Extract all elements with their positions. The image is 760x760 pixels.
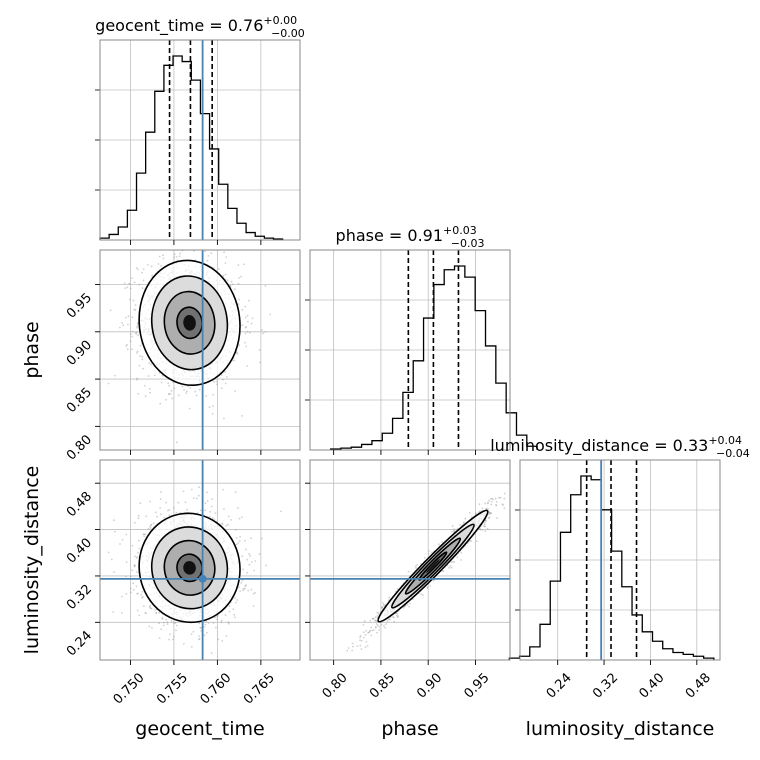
ytick-label-luminosity_distance-3: 0.48 [64, 489, 95, 520]
ytick-label-luminosity_distance-1: 0.32 [64, 582, 95, 613]
xtick-label-phase-0: 0.80 [320, 670, 351, 701]
ytick-label-phase-0: 0.80 [64, 432, 95, 463]
hist-line-luminosity_distance [508, 475, 715, 660]
contour-core-2 [426, 559, 440, 574]
corner-panels [95, 39, 721, 661]
panel-title-geocent_time: geocent_time = 0.76+0.00 −0.00 [95, 14, 305, 40]
panel-2d-inner-0 [100, 250, 300, 450]
ytick-label-phase-2: 0.90 [64, 338, 95, 369]
frame-geocent_time [99, 39, 301, 241]
frame-luminosity_distance [519, 459, 721, 661]
panel-2d-inner-1 [100, 460, 300, 660]
panel-title-phase: phase = 0.91+0.03 −0.03 [336, 224, 485, 250]
frame-2d-2 [309, 459, 511, 661]
xtick-label-phase-1: 0.85 [367, 670, 398, 701]
hist-panel-phase [305, 249, 538, 451]
xtick-label-luminosity_distance-0: 0.24 [544, 670, 575, 701]
hist-panel-geocent_time [95, 39, 301, 241]
hist-line-geocent_time [99, 55, 284, 240]
panel-2d-geocent_time-luminosity_distance [99, 459, 301, 661]
xtick-label-geocent_time-0: 0.750 [111, 670, 148, 707]
x-axis-label-luminosity_distance: luminosity_distance [526, 718, 715, 740]
contour-core-0 [183, 315, 196, 331]
xtick-label-phase-2: 0.90 [414, 670, 445, 701]
panel-title-luminosity_distance: luminosity_distance = 0.33+0.04 −0.04 [490, 434, 750, 460]
y-axis-label-luminosity_distance: luminosity_distance [21, 466, 43, 655]
xtick-label-geocent_time-2: 0.760 [198, 670, 235, 707]
corner-labels: geocent_time = 0.76+0.00 −0.00 phase = 0.9… [21, 14, 750, 740]
truth-point-2d-1 [198, 574, 207, 583]
xtick-label-phase-3: 0.95 [462, 670, 493, 701]
x-axis-label-phase: phase [381, 718, 438, 740]
xtick-label-luminosity_distance-1: 0.32 [590, 670, 621, 701]
frame-phase [309, 249, 511, 451]
frame-2d-0 [99, 249, 301, 451]
ytick-label-luminosity_distance-2: 0.40 [64, 536, 95, 567]
contour-core-1 [183, 561, 196, 575]
ytick-label-phase-1: 0.85 [64, 385, 95, 416]
panel-2d-geocent_time-phase [99, 249, 301, 451]
xtick-label-geocent_time-3: 0.765 [241, 670, 278, 707]
y-axis-label-phase: phase [21, 321, 43, 378]
ytick-label-phase-3: 0.95 [64, 290, 95, 321]
x-axis-label-geocent_time: geocent_time [135, 718, 264, 740]
ytick-label-luminosity_distance-0: 0.24 [64, 628, 95, 659]
panel-2d-phase-luminosity_distance [309, 459, 511, 661]
hist-panel-luminosity_distance [508, 459, 721, 661]
xtick-label-luminosity_distance-2: 0.40 [636, 670, 667, 701]
frame-2d-1 [99, 459, 301, 661]
panel-2d-inner-2 [310, 460, 510, 660]
xtick-label-luminosity_distance-3: 0.48 [683, 670, 714, 701]
xtick-label-geocent_time-1: 0.755 [154, 670, 191, 707]
